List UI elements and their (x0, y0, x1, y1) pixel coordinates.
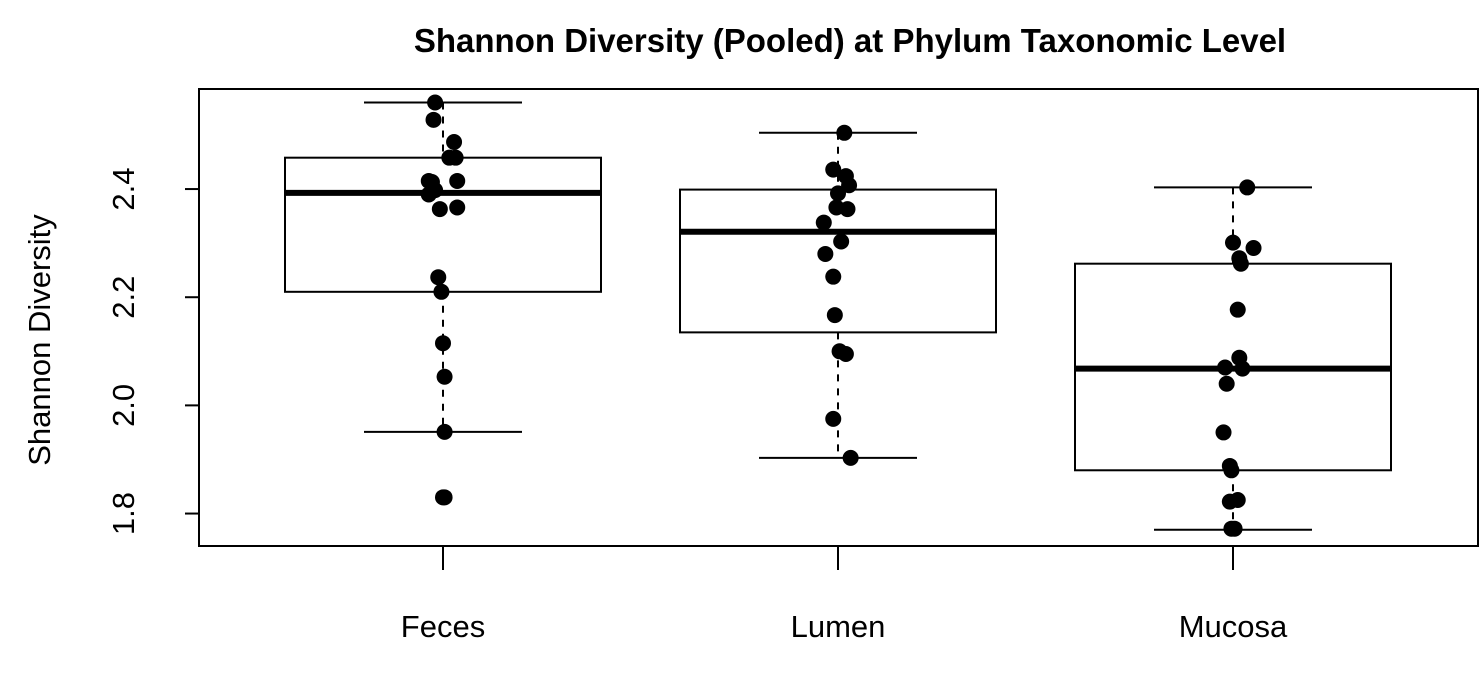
feces-data-point (447, 149, 464, 166)
lumen-data-point (825, 161, 842, 178)
mucosa-data-point (1217, 359, 1234, 376)
lumen-data-point (815, 214, 832, 231)
y-tick-label: 2.0 (106, 384, 141, 427)
lumen-data-point (826, 307, 843, 324)
lumen-data-point (833, 233, 850, 250)
points-layer (420, 94, 1262, 537)
feces-data-point (446, 134, 463, 151)
lumen-data-point (836, 124, 853, 141)
mucosa-data-point (1232, 255, 1249, 272)
mucosa-data-point (1239, 179, 1256, 196)
y-tick-label: 2.2 (106, 276, 141, 319)
mucosa-data-point (1226, 520, 1243, 537)
mucosa-data-point (1215, 424, 1232, 441)
x-tick-label-lumen: Lumen (791, 609, 886, 644)
mucosa-data-point (1225, 234, 1241, 251)
mucosa-data-point (1223, 462, 1240, 479)
x-tick-label-mucosa: Mucosa (1179, 609, 1288, 644)
lumen-data-point (842, 449, 859, 466)
mucosa-data-point (1234, 360, 1251, 377)
feces-data-point (430, 269, 447, 286)
lumen-data-point (837, 346, 854, 363)
mucosa-data-point (1229, 492, 1246, 509)
lumen-data-point (839, 201, 856, 218)
feces-data-point (420, 186, 437, 203)
feces-data-point (436, 368, 453, 385)
feces-data-point (431, 201, 448, 218)
lumen-data-point (830, 185, 846, 202)
lumen-data-point (825, 268, 842, 285)
feces-data-point (449, 172, 466, 189)
feces-box (284, 156, 602, 293)
boxes-layer (284, 101, 1392, 531)
mucosa-data-point (1218, 375, 1235, 392)
y-tick-label: 1.8 (106, 492, 141, 535)
feces-data-point (436, 489, 453, 506)
mucosa-data-point (1245, 240, 1262, 257)
feces-data-point (435, 335, 451, 352)
feces-data-point (425, 111, 442, 128)
feces-data-point (449, 199, 466, 216)
y-tick-label: 2.4 (106, 167, 141, 210)
lumen-data-point (841, 177, 858, 194)
y-axis: 1.8 2.0 2.2 2.4 (106, 167, 200, 535)
mucosa-data-point (1229, 301, 1246, 318)
feces-data-point (427, 94, 444, 111)
lumen-data-point (817, 245, 834, 262)
x-axis: Feces Lumen Mucosa (401, 546, 1288, 644)
lumen-data-point (825, 410, 842, 427)
chart-title: Shannon Diversity (Pooled) at Phylum Tax… (414, 22, 1286, 59)
y-axis-label: Shannon Diversity (22, 214, 57, 466)
feces-data-point (436, 423, 453, 440)
feces-data-point (433, 283, 450, 300)
x-tick-label-feces: Feces (401, 609, 485, 644)
